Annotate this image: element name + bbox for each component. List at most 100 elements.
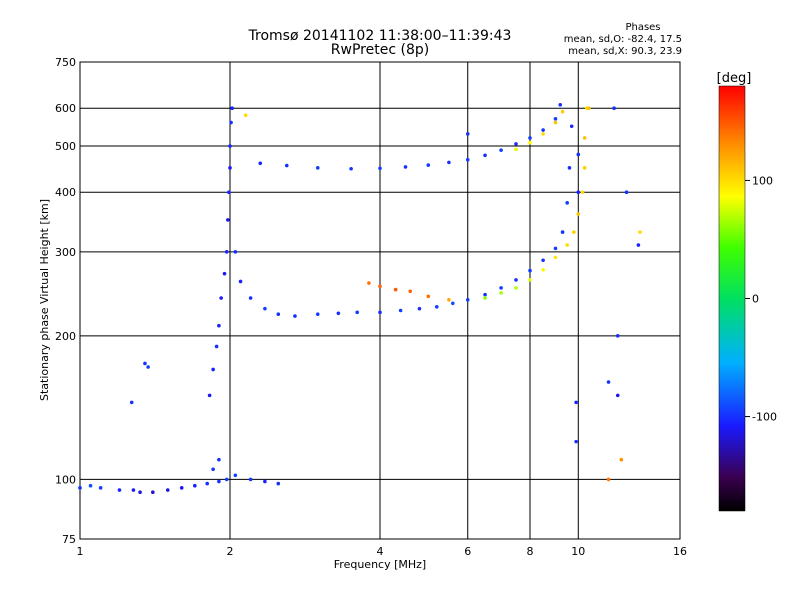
data-point (224, 250, 229, 254)
data-point (426, 294, 431, 299)
data-point (88, 483, 93, 488)
data-point (408, 289, 413, 294)
data-point (336, 311, 341, 316)
data-point (98, 486, 103, 490)
data-point (572, 230, 576, 234)
data-point (276, 312, 281, 316)
data-point (129, 400, 134, 405)
data-point (243, 113, 248, 118)
data-point (451, 301, 455, 306)
x-axis-ticks: 1 2 4 6 8 10 16 (77, 545, 688, 558)
data-point (560, 230, 565, 234)
data-point (565, 201, 569, 205)
y-axis-label: Stationary phase Virtual Height [km] (38, 199, 51, 401)
data-point (483, 153, 487, 158)
data-point (483, 296, 487, 300)
colorbar-label: [deg] (717, 71, 752, 86)
data-point (211, 467, 215, 472)
x-tick-label: 10 (571, 545, 585, 558)
data-point (587, 106, 591, 111)
stats-heading: Phases (625, 22, 660, 33)
data-point (284, 163, 289, 168)
x-tick-label: 1 (77, 545, 84, 558)
data-point (233, 250, 238, 254)
data-point (582, 166, 587, 170)
data-point (228, 144, 232, 148)
data-point (574, 439, 578, 444)
data-point (78, 486, 82, 490)
data-point (217, 323, 221, 328)
data-point (582, 136, 587, 140)
x-tick-label: 16 (673, 545, 687, 558)
chart-subtitle: RwPretec (8p) (331, 42, 429, 58)
data-point (258, 161, 263, 166)
data-point (541, 132, 545, 136)
data-point (553, 120, 558, 125)
data-point (560, 109, 565, 114)
data-point (349, 166, 353, 171)
data-point (426, 163, 431, 167)
data-point (315, 166, 320, 170)
y-tick-label: 750 (55, 56, 76, 69)
y-tick-label: 300 (55, 246, 76, 259)
data-point (553, 255, 558, 260)
data-point (393, 287, 398, 292)
chart-title: Tromsø 20141102 11:38:00–11:39:43 (248, 28, 512, 44)
colorbar: [deg] 100 0 -100 (717, 71, 777, 512)
data-point (367, 281, 371, 285)
colorbar-tick-label: 100 (752, 174, 773, 187)
data-point (541, 268, 545, 272)
data-point (143, 361, 147, 366)
data-point (293, 314, 297, 318)
data-point (606, 477, 611, 482)
data-point (553, 117, 558, 121)
y-tick-label: 100 (55, 473, 76, 486)
y-axis-ticks: 75 100 200 300 400 500 600 750 (55, 56, 76, 546)
data-point (226, 218, 230, 222)
data-point (138, 490, 142, 495)
data-point (214, 344, 219, 349)
data-point (205, 481, 209, 486)
data-point (217, 457, 221, 462)
data-point (117, 488, 122, 492)
data-point (222, 271, 227, 276)
data-point (276, 481, 281, 486)
data-point (193, 483, 197, 488)
data-point (263, 306, 267, 311)
data-point (636, 243, 641, 247)
colorbar-gradient (718, 85, 746, 512)
data-point (233, 473, 238, 478)
data-point (612, 106, 616, 111)
data-point (553, 246, 558, 251)
data-point (447, 297, 451, 302)
data-point (624, 190, 629, 195)
data-point (514, 278, 518, 282)
data-point (541, 128, 545, 132)
data-point (569, 124, 574, 129)
data-point (146, 365, 150, 369)
data-point (528, 140, 532, 145)
colorbar-ticks: 100 0 -100 (745, 174, 777, 424)
data-point (615, 393, 620, 398)
data-point (615, 334, 620, 338)
stats-line-x: mean, sd,X: 90.3, 23.9 (568, 46, 682, 57)
data-point (229, 120, 233, 125)
data-point (131, 488, 136, 492)
x-tick-label: 6 (464, 545, 471, 558)
data-point (576, 152, 581, 157)
data-points (78, 103, 642, 495)
data-point (606, 380, 611, 384)
data-point (528, 278, 532, 282)
data-point (465, 157, 470, 162)
data-point (238, 279, 243, 284)
data-point (499, 148, 503, 152)
data-point (580, 190, 585, 195)
data-point (417, 306, 422, 311)
data-point (151, 490, 155, 495)
x-tick-label: 2 (227, 545, 234, 558)
data-point (403, 165, 408, 169)
colorbar-tick-label: 0 (752, 293, 759, 306)
data-point (565, 243, 569, 247)
data-point (378, 166, 382, 171)
